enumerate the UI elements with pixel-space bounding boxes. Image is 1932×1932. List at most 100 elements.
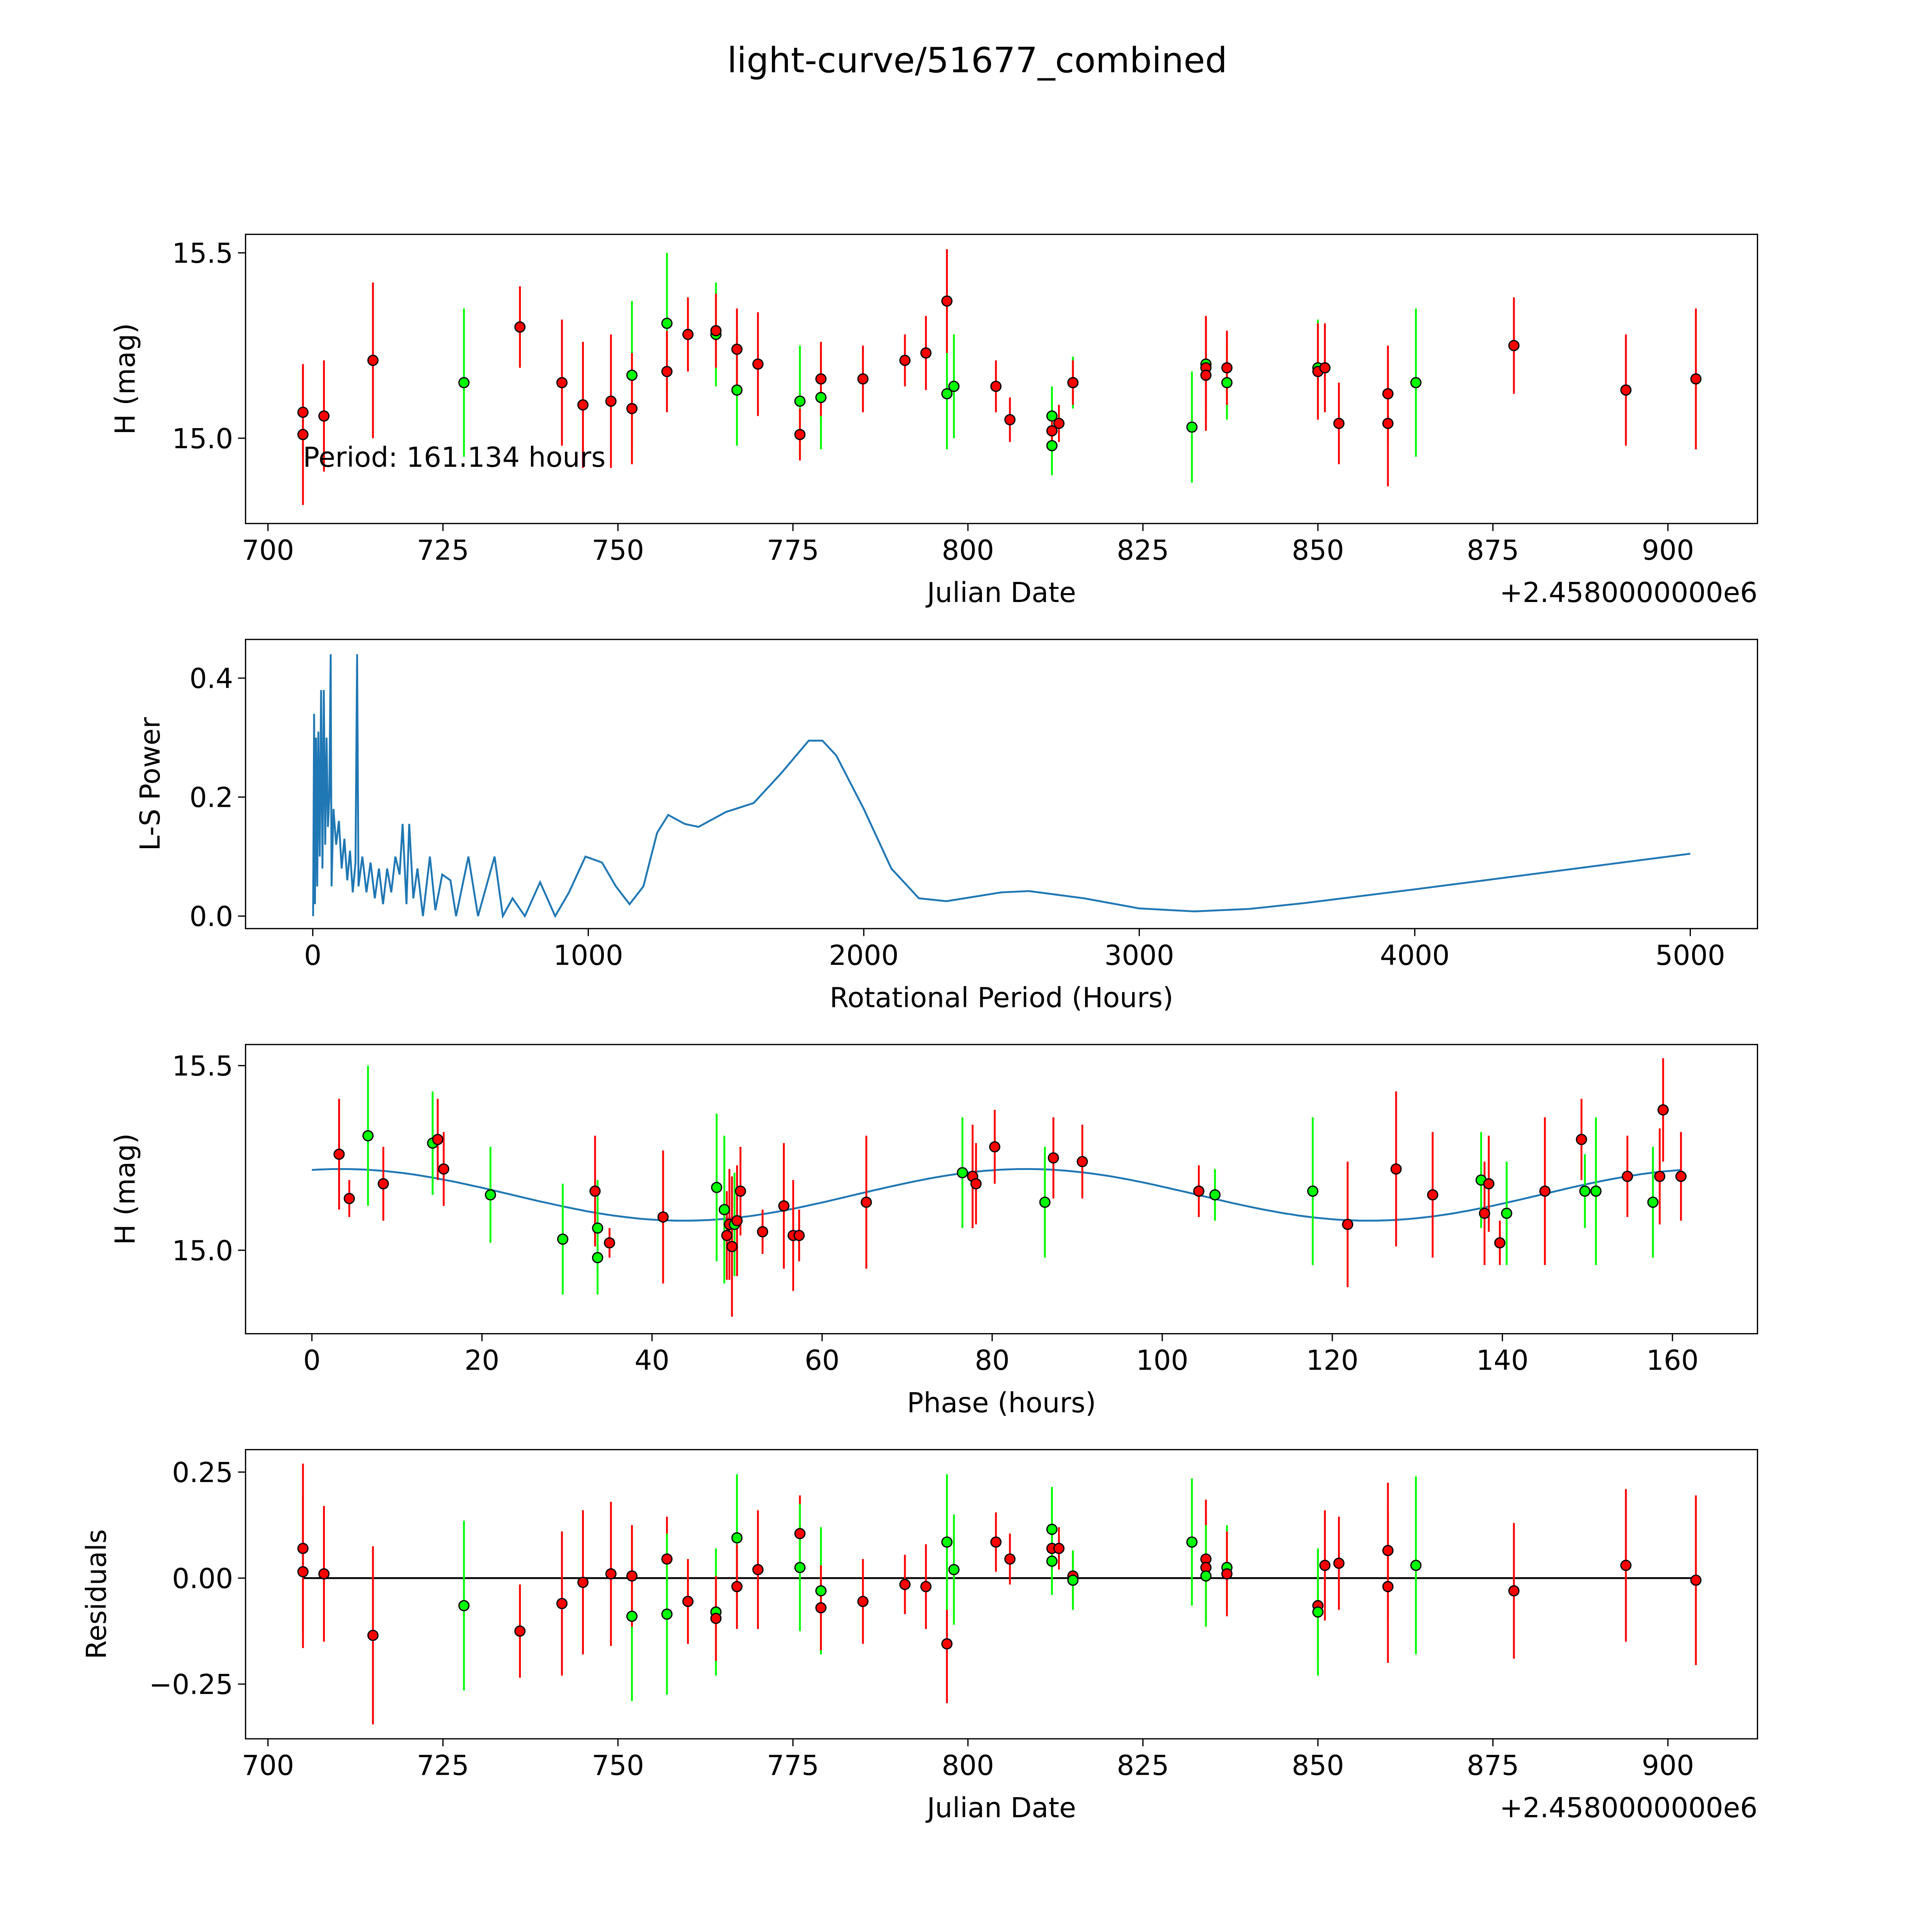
data-point-red (1508, 340, 1520, 351)
data-point-red (815, 373, 827, 385)
x-tick-label: 875 (1467, 1750, 1519, 1782)
data-point-red (605, 395, 617, 407)
data-point-red (726, 1241, 738, 1252)
data-point-red (1576, 1134, 1587, 1145)
plot-area (311, 1058, 1687, 1317)
axes-frame (245, 233, 1758, 524)
data-point-green (1039, 1196, 1051, 1208)
data-point-green (661, 1608, 673, 1620)
data-point-green (794, 395, 806, 407)
data-point-red (778, 1200, 790, 1212)
data-point-red (626, 403, 638, 414)
data-point-green (458, 377, 470, 388)
data-point-red (682, 328, 694, 340)
data-point-red (1382, 1545, 1394, 1556)
data-point-green (1410, 1560, 1422, 1571)
data-point-green (592, 1222, 604, 1234)
data-point-red (626, 1570, 638, 1582)
axes-frame (245, 1449, 1758, 1740)
x-tick-label: 5000 (1655, 939, 1725, 971)
x-tick-label: 700 (242, 534, 294, 566)
data-point-green (794, 1562, 806, 1573)
data-point-red (990, 1536, 1002, 1548)
data-point-red (1690, 1575, 1702, 1586)
data-point-red (297, 429, 309, 440)
data-point-red (857, 373, 869, 385)
data-point-green (815, 1585, 827, 1597)
data-point-red (710, 1612, 722, 1624)
data-point-red (1382, 388, 1394, 400)
data-point-green (948, 1564, 960, 1575)
data-point-red (1622, 1170, 1633, 1182)
data-point-green (592, 1252, 604, 1264)
x-tick-label: 800 (942, 1750, 994, 1782)
y-tick-label: 15.0 (172, 1235, 233, 1267)
data-point-red (1427, 1189, 1439, 1201)
data-point-red (318, 1568, 330, 1580)
data-point-green (731, 1532, 743, 1544)
x-tick-label: 825 (1117, 534, 1169, 566)
phase-folded-panel: 0 20 40 60 80 100 120 140 160 15.0 15.5 Phase (hour… (109, 1044, 1758, 1419)
x-tick-label: 0 (304, 939, 321, 971)
data-point-red (605, 1568, 617, 1580)
data-point-green (1307, 1185, 1318, 1197)
data-point-red (752, 1564, 764, 1575)
data-point-red (861, 1196, 872, 1208)
data-point-green (1647, 1196, 1659, 1208)
data-point-red (1004, 414, 1016, 425)
y-axis-label: H (mag) (109, 1133, 141, 1245)
data-point-green (1221, 377, 1233, 388)
data-point-red (1494, 1237, 1506, 1249)
data-point-red (899, 1579, 911, 1590)
data-point-green (941, 388, 953, 400)
data-point-green (1046, 410, 1058, 422)
x-tick-label: 875 (1467, 534, 1519, 566)
data-point-red (297, 1566, 309, 1578)
data-point-red (1539, 1185, 1551, 1197)
data-point-red (556, 1598, 568, 1609)
data-point-red (333, 1148, 345, 1160)
data-point-red (1382, 418, 1394, 429)
x-tick-label: 900 (1642, 534, 1694, 566)
data-point-red (1048, 1152, 1059, 1164)
x-tick-label: 120 (1306, 1344, 1358, 1376)
data-point-red (604, 1237, 615, 1249)
x-tick-label: 60 (804, 1344, 839, 1376)
data-point-red (1654, 1170, 1665, 1182)
data-point-red (514, 321, 526, 333)
data-point-red (514, 1625, 526, 1637)
x-tick-label: 775 (767, 1750, 819, 1782)
data-point-red (1077, 1156, 1088, 1167)
data-point-red (920, 347, 932, 359)
data-point-green (1590, 1185, 1602, 1197)
data-point-red (794, 429, 806, 440)
data-point-red (793, 1230, 805, 1241)
data-point-red (577, 399, 589, 411)
x-offset-text: +2.4580000000e6 (1500, 1792, 1757, 1824)
periodogram-panel: 0 1000 2000 3000 4000 5000 0.0 0.2 0.4 Rotational… (134, 639, 1758, 1014)
data-point-red (367, 355, 379, 366)
data-point-red (920, 1581, 932, 1592)
sinusoid-fit-line (311, 1168, 1682, 1222)
data-point-red (1657, 1104, 1669, 1116)
x-tick-label: 100 (1136, 1344, 1188, 1376)
data-point-green (661, 318, 673, 329)
data-point-red (899, 355, 911, 366)
x-tick-label: 4000 (1380, 939, 1450, 971)
data-point-red (657, 1211, 669, 1223)
plot-area (312, 654, 1690, 919)
data-point-green (941, 1536, 953, 1548)
data-point-green (1579, 1185, 1591, 1197)
data-point-red (1053, 1543, 1065, 1554)
plot-area (297, 1463, 1702, 1725)
data-point-red (344, 1193, 355, 1204)
data-point-green (948, 381, 960, 392)
data-point-green (1046, 1555, 1058, 1567)
data-point-green (1046, 1524, 1058, 1535)
data-point-green (1186, 1536, 1198, 1548)
data-point-red (1675, 1170, 1687, 1182)
data-point-red (589, 1185, 601, 1197)
x-tick-label: 3000 (1104, 939, 1174, 971)
x-tick-label: 850 (1292, 534, 1344, 566)
x-tick-label: 700 (242, 1750, 294, 1782)
